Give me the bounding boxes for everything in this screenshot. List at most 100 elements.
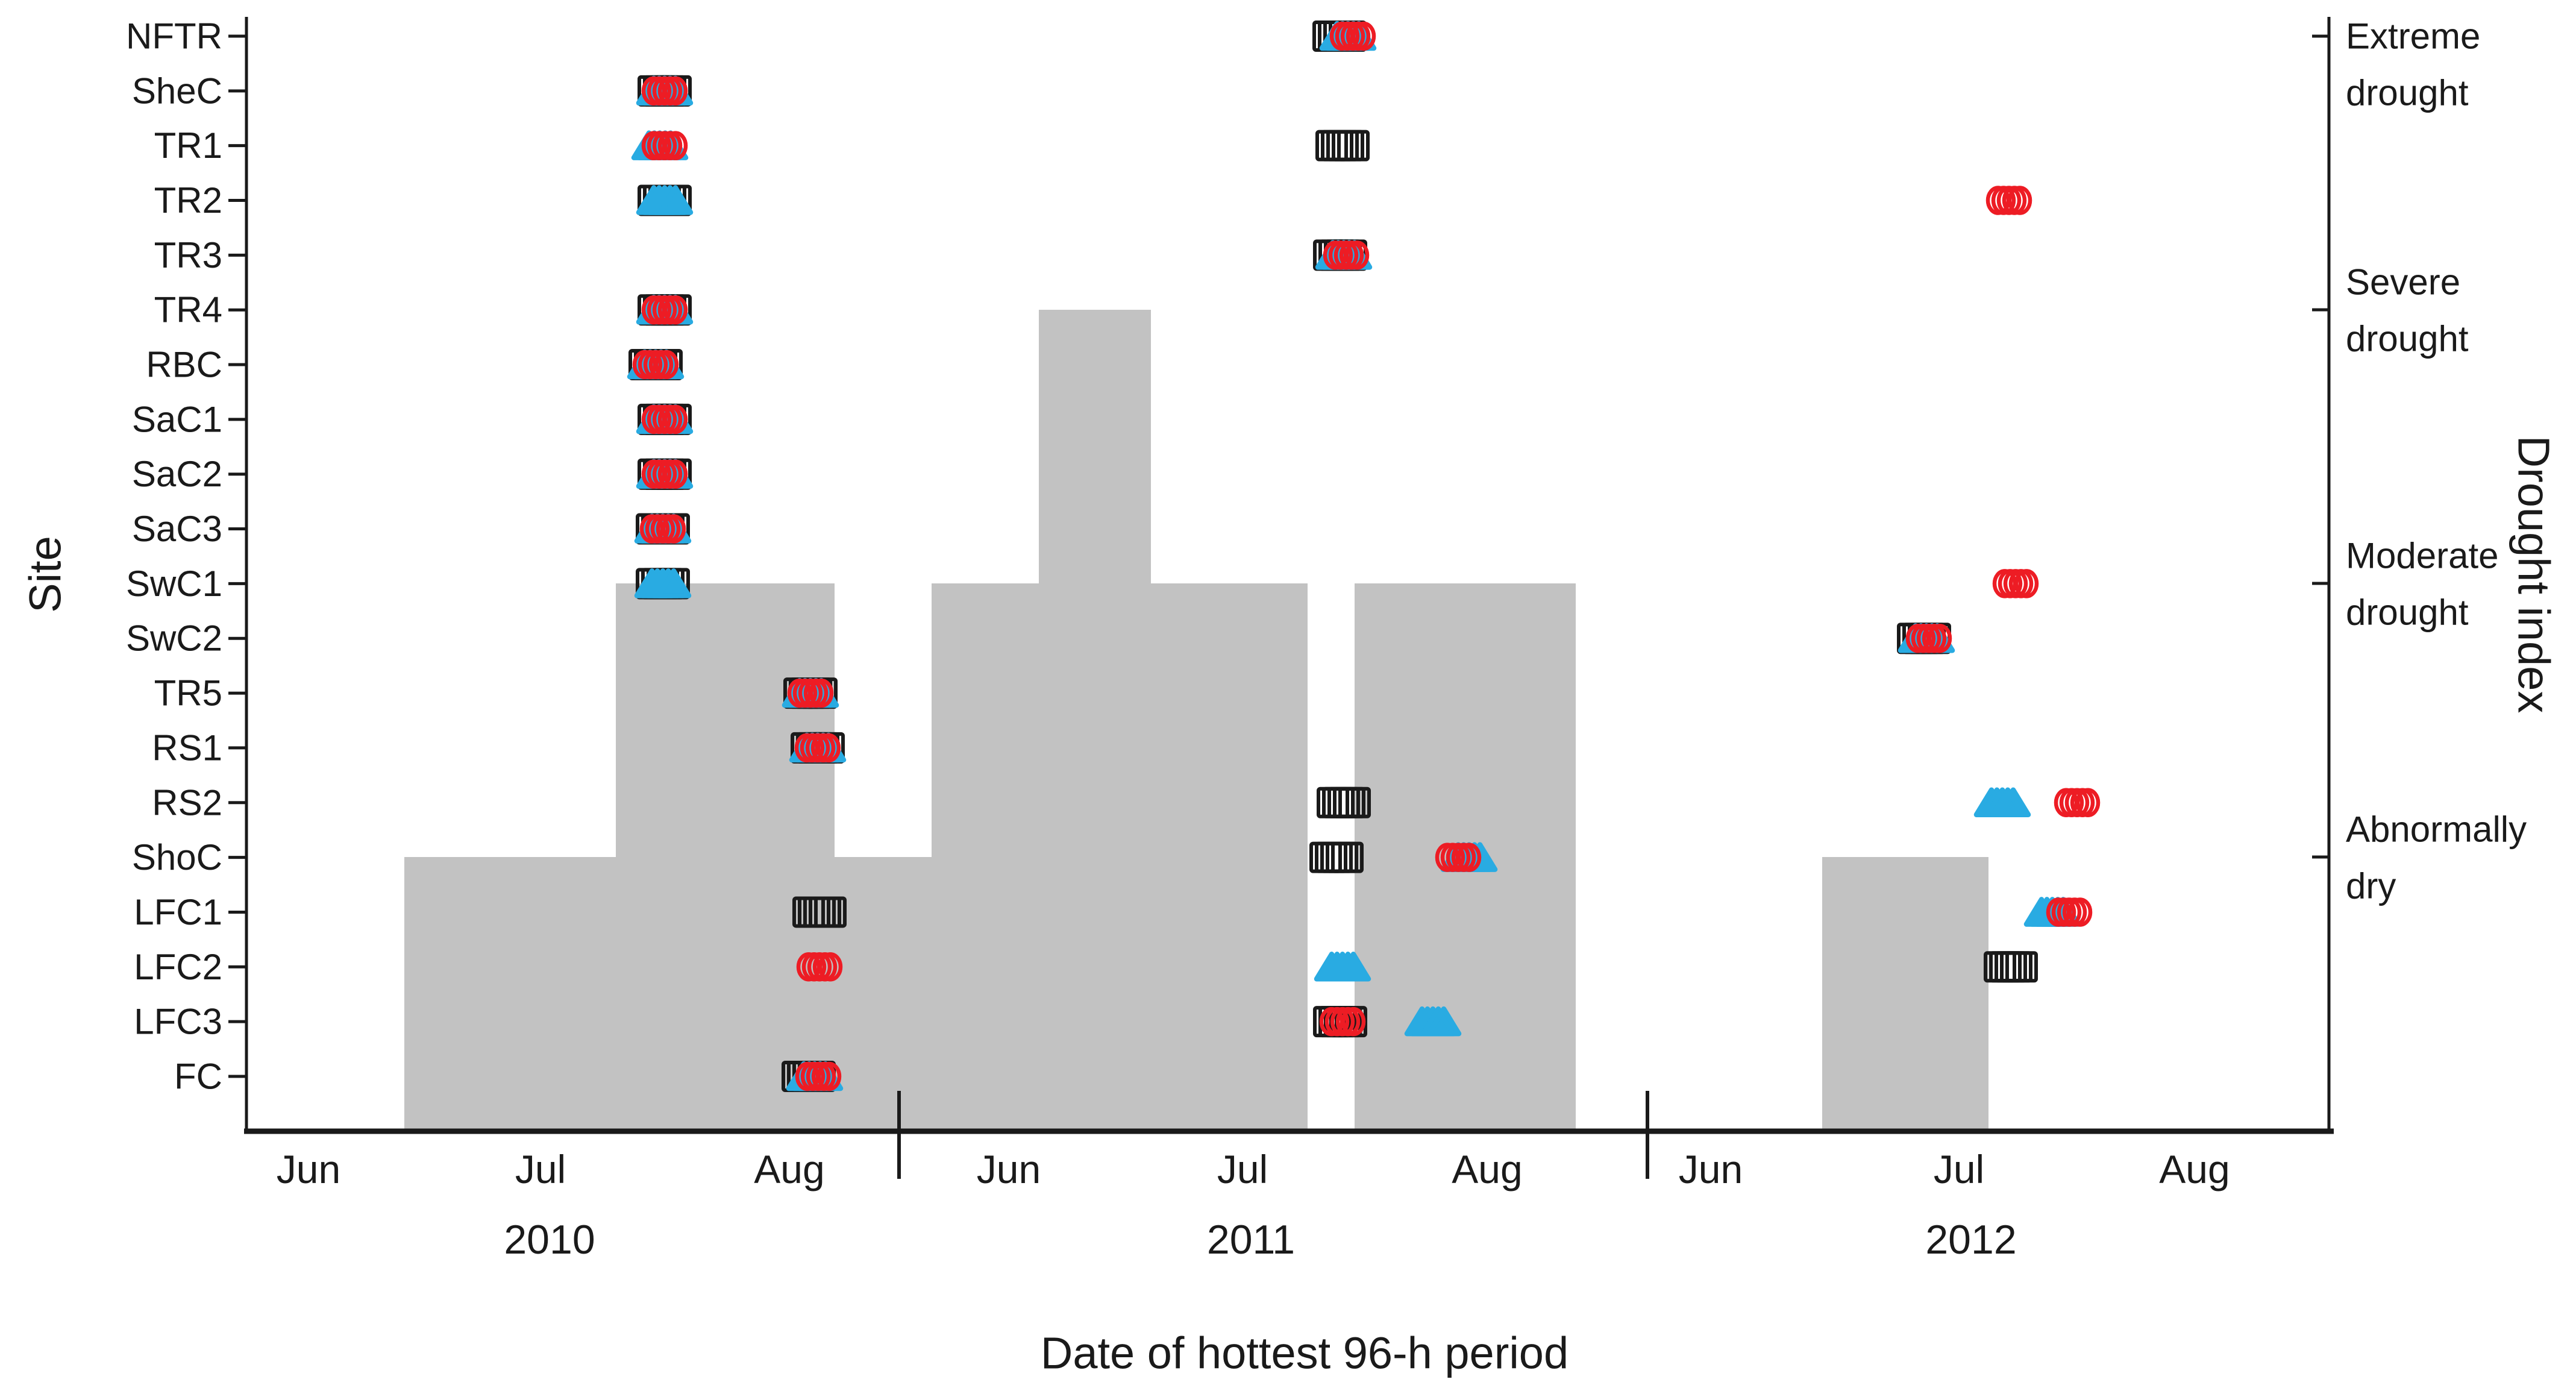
site-tick-label: TR4 (154, 290, 222, 330)
drought-step (404, 857, 616, 1131)
site-tick-label: LFC3 (134, 1002, 222, 1042)
red-circle-marker (663, 295, 688, 325)
month-tick-label: Jun (1679, 1147, 1743, 1191)
site-tick-label: LFC1 (134, 892, 222, 932)
site-tick-label: SaC3 (132, 509, 222, 549)
site-tick-label: TR1 (154, 125, 222, 166)
marker-cluster (636, 75, 694, 107)
cyan-triangle-marker (1426, 1006, 1462, 1037)
marker-cluster (1404, 1006, 1462, 1037)
month-tick-label: Jun (277, 1147, 340, 1191)
marker-cluster (631, 130, 689, 160)
drought-step (1822, 857, 1988, 1131)
marker-cluster (1309, 841, 1364, 873)
cyan-triangle-marker (1335, 952, 1371, 982)
marker-cluster (1897, 623, 1955, 655)
site-tick-label: SheC (132, 71, 222, 111)
red-circle-marker (2014, 569, 2039, 598)
drought-category-label: Moderate (2346, 536, 2498, 576)
marker-cluster (782, 1060, 844, 1092)
axes: NFTR SheC TR1 TR2 TR3 TR4 RBC SaC1 SaC2 SaC3 SwC1 S… (126, 16, 2527, 1263)
drought-category-label: Abnormally (2346, 809, 2527, 850)
marker-cluster (1992, 569, 2039, 598)
drought-category-label: dry (2346, 866, 2396, 906)
drought-step (1039, 310, 1151, 1131)
red-circle-marker (663, 404, 688, 435)
red-circle-marker (816, 733, 841, 763)
marker-cluster (627, 349, 685, 381)
drought-step (1151, 583, 1308, 1131)
marker-cluster (796, 952, 843, 982)
site-tick-label: TR5 (154, 673, 222, 714)
black-square-marker (2005, 951, 2038, 983)
year-label: 2010 (504, 1217, 595, 1263)
marker-cluster (1317, 786, 1371, 818)
drought-category-label: drought (2346, 73, 2469, 113)
year-label: 2012 (1925, 1217, 2016, 1263)
black-square-marker (1337, 130, 1370, 162)
marker-cluster (2054, 788, 2101, 818)
red-circle-marker (2067, 897, 2093, 927)
marker-cluster (634, 513, 692, 545)
drought-index-silhouette (404, 310, 1988, 1131)
red-circle-marker (1456, 843, 1482, 872)
drought-category-label: drought (2346, 319, 2469, 359)
drought-category-label: Extreme (2346, 16, 2480, 57)
site-tick-label: SwC2 (126, 618, 222, 659)
marker-cluster (2023, 897, 2093, 927)
black-square-marker (814, 896, 847, 928)
marker-cluster (792, 896, 847, 928)
drought-step (932, 583, 1039, 1131)
site-tick-label: RS1 (152, 727, 222, 768)
month-tick-label: Jul (1217, 1147, 1268, 1191)
y-axis-title: Site (20, 536, 71, 613)
marker-cluster (634, 568, 692, 600)
red-circle-marker (809, 678, 834, 708)
cyan-triangle-marker (657, 185, 694, 215)
black-square-marker (1331, 841, 1364, 873)
red-circle-marker (1351, 21, 1376, 51)
red-circle-marker (816, 1061, 842, 1091)
marker-cluster (636, 184, 694, 216)
marker-cluster (636, 403, 694, 435)
red-circle-marker (1344, 240, 1370, 270)
site-tick-label: FC (174, 1056, 222, 1096)
site-tick-label: RBC (146, 345, 222, 385)
marker-cluster (1984, 951, 2038, 983)
x-axis-title: Date of hottest 96-h period (1041, 1328, 1568, 1378)
red-circle-marker (1927, 623, 1952, 653)
site-tick-label: SaC1 (132, 399, 222, 439)
marker-cluster (636, 458, 694, 490)
marker-cluster (782, 677, 839, 709)
marker-cluster (1315, 130, 1370, 162)
month-tick-label: Aug (754, 1147, 824, 1191)
month-tick-label: Jul (515, 1147, 566, 1191)
red-circle-marker (2007, 186, 2032, 215)
site-tick-label: SwC1 (126, 564, 222, 604)
red-circle-marker (654, 350, 679, 380)
site-tick-label: TR3 (154, 235, 222, 275)
red-circle-marker (663, 76, 688, 106)
marker-clusters (627, 20, 2101, 1092)
drought-category-label: drought (2346, 592, 2469, 633)
red-circle-marker (818, 952, 843, 982)
marker-cluster (789, 732, 847, 764)
cyan-triangle-marker (656, 568, 692, 598)
red-circle-marker (663, 459, 688, 489)
right-axis-title: Drought index (2509, 436, 2559, 714)
site-tick-label: TR2 (154, 180, 222, 221)
marker-cluster (1312, 20, 1377, 52)
marker-cluster (1973, 787, 2031, 818)
marker-cluster (1313, 239, 1373, 271)
cyan-triangle-marker (1995, 787, 2031, 818)
site-tick-label: LFC2 (134, 947, 222, 987)
site-tick-label: RS2 (152, 782, 222, 823)
month-tick-label: Jun (977, 1147, 1041, 1191)
marker-cluster (1313, 1006, 1367, 1038)
month-tick-label: Jul (1934, 1147, 1984, 1191)
marker-cluster (1985, 186, 2032, 215)
site-tick-label: NFTR (126, 16, 222, 57)
site-tick-label: ShoC (132, 837, 222, 878)
red-circle-marker (663, 131, 688, 160)
